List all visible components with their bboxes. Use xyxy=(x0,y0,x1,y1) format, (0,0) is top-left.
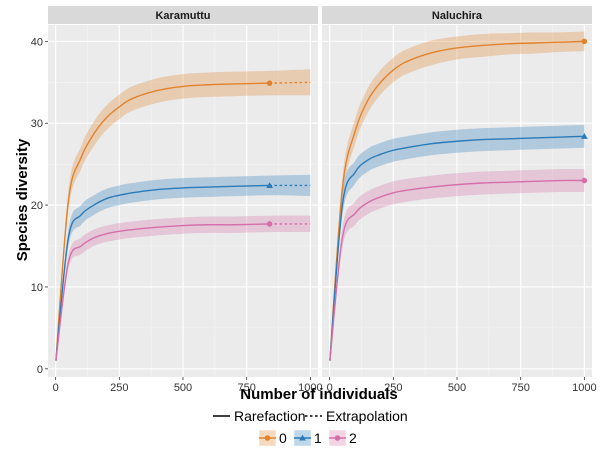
ribbon-series-1 xyxy=(329,124,585,361)
observed-point-0 xyxy=(266,80,273,86)
panel-strip xyxy=(48,6,318,24)
x-tick-label: 1000 xyxy=(298,382,322,394)
legend-linetype: Rarefaction Extrapolation xyxy=(213,408,408,424)
y-tick-label: 10 xyxy=(31,282,43,294)
x-tick-label: 0 xyxy=(53,382,59,394)
observed-point-2 xyxy=(266,221,273,227)
panels-layer: Karamuttu 0 250 500 750 1000 0 10 20 30 40 Naluchir… xyxy=(31,6,597,394)
panel-title: Naluchira xyxy=(432,10,483,22)
panel-naluchira: Naluchira 0 250 500 750 1000 xyxy=(322,6,597,394)
ribbon-series-2 xyxy=(55,215,311,361)
y-tick-label: 40 xyxy=(31,36,43,48)
panel-title: Karamuttu xyxy=(155,10,210,22)
legend-swatch-marker-0 xyxy=(264,435,271,441)
legend-swatch-marker-1 xyxy=(299,434,306,441)
legend-label-dotted: Extrapolation xyxy=(326,408,408,424)
line-rarefaction-1 xyxy=(55,184,270,361)
line-rarefaction-2 xyxy=(329,179,585,361)
y-tick-label: 0 xyxy=(37,364,43,376)
observed-point-1 xyxy=(580,132,588,139)
x-tick-label: 1000 xyxy=(572,382,596,394)
legend-label-solid: Rarefaction xyxy=(234,408,306,424)
x-tick-label: 250 xyxy=(110,382,128,394)
x-tick-label: 500 xyxy=(174,382,192,394)
x-tick-label: 500 xyxy=(448,382,466,394)
observed-point-0 xyxy=(581,38,588,45)
legend-label-2: 2 xyxy=(349,430,357,446)
panel-karamuttu: Karamuttu 0 250 500 750 1000 0 10 20 30 40 xyxy=(31,6,323,394)
y-tick-label: 20 xyxy=(31,200,43,212)
ribbon-series-1 xyxy=(55,174,311,361)
legend-label-0: 0 xyxy=(279,430,287,446)
line-rarefaction-2 xyxy=(55,223,270,361)
legend-swatch-marker-2 xyxy=(334,435,341,441)
legend-color: 0 1 2 xyxy=(258,429,357,447)
x-tick-label: 750 xyxy=(511,382,529,394)
line-rarefaction-0 xyxy=(329,40,585,361)
legend-label-1: 1 xyxy=(314,430,322,446)
x-tick-label: 750 xyxy=(237,382,255,394)
ribbon-series-2 xyxy=(329,169,585,361)
panel-strip xyxy=(322,6,592,24)
y-axis-title: Species diversity xyxy=(14,138,31,261)
observed-point-2 xyxy=(581,177,588,184)
y-tick-label: 30 xyxy=(31,118,43,130)
observed-point-1 xyxy=(266,182,273,188)
line-rarefaction-1 xyxy=(329,135,585,361)
x-tick-label: 0 xyxy=(327,382,333,394)
line-rarefaction-0 xyxy=(55,82,270,361)
x-axis-title: Number of individuals xyxy=(240,386,398,403)
x-tick-label: 250 xyxy=(384,382,402,394)
